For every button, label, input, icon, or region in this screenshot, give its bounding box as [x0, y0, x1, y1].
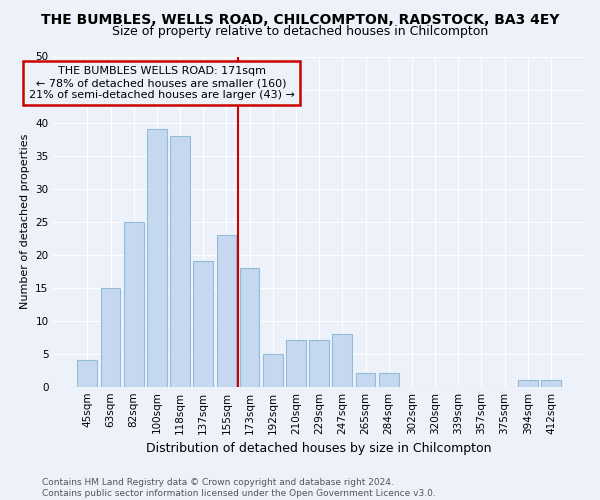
Bar	[541, 380, 561, 386]
Bar	[518, 380, 538, 386]
Bar	[332, 334, 352, 386]
X-axis label: Distribution of detached houses by size in Chilcompton: Distribution of detached houses by size …	[146, 442, 492, 455]
Bar	[124, 222, 143, 386]
Bar	[170, 136, 190, 386]
Text: Contains HM Land Registry data © Crown copyright and database right 2024.
Contai: Contains HM Land Registry data © Crown c…	[42, 478, 436, 498]
Text: THE BUMBLES, WELLS ROAD, CHILCOMPTON, RADSTOCK, BA3 4EY: THE BUMBLES, WELLS ROAD, CHILCOMPTON, RA…	[41, 12, 559, 26]
Bar	[379, 374, 398, 386]
Text: THE BUMBLES WELLS ROAD: 171sqm
← 78% of detached houses are smaller (160)
21% of: THE BUMBLES WELLS ROAD: 171sqm ← 78% of …	[29, 66, 295, 100]
Bar	[193, 261, 213, 386]
Bar	[77, 360, 97, 386]
Text: Size of property relative to detached houses in Chilcompton: Size of property relative to detached ho…	[112, 25, 488, 38]
Bar	[286, 340, 306, 386]
Bar	[263, 354, 283, 386]
Bar	[310, 340, 329, 386]
Bar	[147, 129, 167, 386]
Bar	[240, 268, 259, 386]
Bar	[101, 288, 121, 386]
Y-axis label: Number of detached properties: Number of detached properties	[20, 134, 29, 310]
Bar	[217, 235, 236, 386]
Bar	[356, 374, 376, 386]
